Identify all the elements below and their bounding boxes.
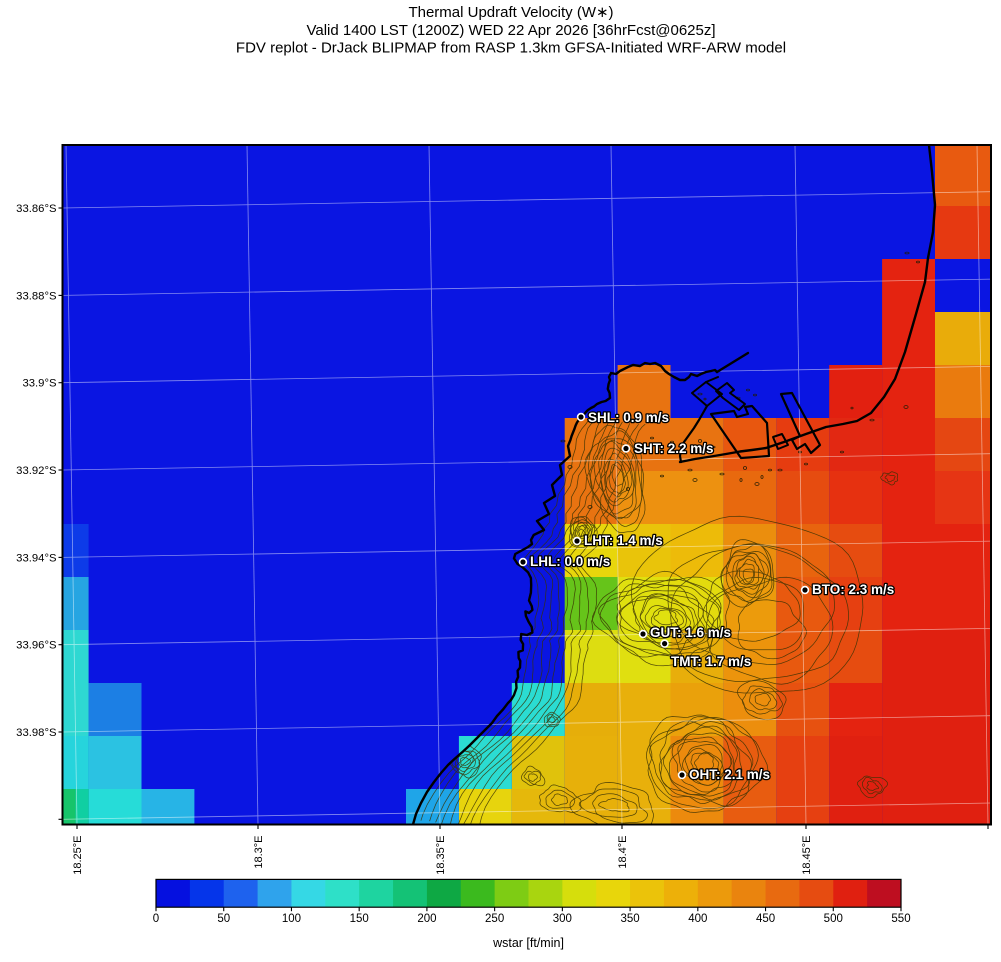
svg-text:SHL: 0.9 m/s: SHL: 0.9 m/s [588, 410, 669, 425]
svg-text:FDV replot - DrJack BLIPMAP fr: FDV replot - DrJack BLIPMAP from RASP 1.… [236, 40, 786, 57]
svg-text:18.3°E: 18.3°E [253, 836, 265, 869]
svg-text:BTO: 2.3 m/s: BTO: 2.3 m/s [812, 582, 894, 597]
svg-text:300: 300 [553, 913, 572, 925]
svg-text:LHL: 0.0 m/s: LHL: 0.0 m/s [530, 554, 610, 569]
svg-text:150: 150 [350, 913, 369, 925]
svg-text:18.35°E: 18.35°E [435, 836, 447, 875]
svg-text:Valid 1400 LST (1200Z) WED 22: Valid 1400 LST (1200Z) WED 22 Apr 2026 [… [306, 22, 715, 39]
svg-text:33.96°S: 33.96°S [16, 640, 57, 652]
svg-text:250: 250 [485, 913, 504, 925]
svg-text:LHT: 1.4 m/s: LHT: 1.4 m/s [584, 533, 663, 548]
svg-text:33.86°S: 33.86°S [16, 203, 57, 215]
svg-text:450: 450 [756, 913, 775, 925]
svg-text:33.9°S: 33.9°S [22, 378, 57, 390]
svg-text:200: 200 [417, 913, 436, 925]
svg-text:TMT: 1.7 m/s: TMT: 1.7 m/s [671, 654, 751, 669]
svg-text:33.92°S: 33.92°S [16, 465, 57, 477]
svg-text:550: 550 [891, 913, 910, 925]
svg-text:OHT: 2.1 m/s: OHT: 2.1 m/s [689, 767, 770, 782]
svg-text:SHT: 2.2 m/s: SHT: 2.2 m/s [634, 441, 714, 456]
svg-text:18.45°E: 18.45°E [801, 836, 813, 875]
svg-text:GUT: 1.6 m/s: GUT: 1.6 m/s [650, 625, 731, 640]
svg-text:0: 0 [153, 913, 159, 925]
svg-text:wstar [ft/min]: wstar [ft/min] [492, 936, 564, 950]
svg-text:18.4°E: 18.4°E [617, 836, 629, 869]
svg-text:33.88°S: 33.88°S [16, 290, 57, 302]
svg-text:500: 500 [824, 913, 843, 925]
svg-text:400: 400 [688, 913, 707, 925]
svg-text:33.94°S: 33.94°S [16, 552, 57, 564]
svg-text:100: 100 [282, 913, 301, 925]
svg-text:33.98°S: 33.98°S [16, 727, 57, 739]
svg-text:350: 350 [620, 913, 639, 925]
svg-text:Thermal Updraft Velocity (W∗): Thermal Updraft Velocity (W∗) [408, 4, 613, 21]
svg-text:18.25°E: 18.25°E [72, 836, 84, 875]
svg-text:50: 50 [217, 913, 230, 925]
